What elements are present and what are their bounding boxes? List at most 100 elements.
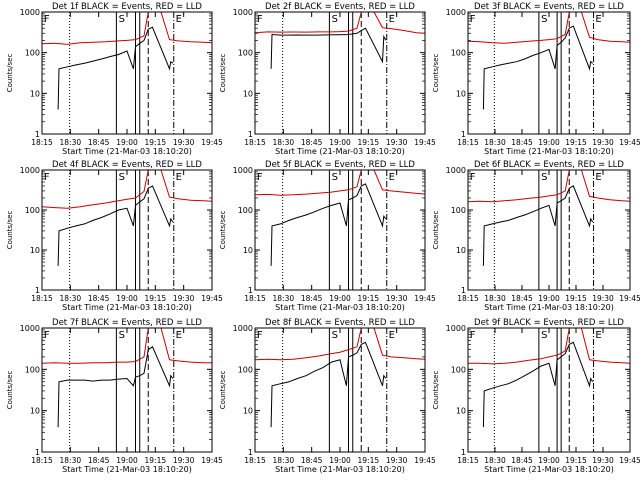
chart-title: Det 9f BLACK = Events, RED = LLD <box>474 318 624 328</box>
x-tick-label: 18:15 <box>244 294 266 303</box>
y-tick-label: 100 <box>25 49 40 58</box>
y-tick-label: 100 <box>451 49 466 58</box>
marker-f: F <box>257 14 263 25</box>
plot-frame <box>467 327 631 453</box>
chart-title: Det 3f BLACK = Events, RED = LLD <box>474 2 624 12</box>
x-tick-label: 19:15 <box>145 138 167 147</box>
x-axis-label: Start Time (21-Mar-03 18:10:20) <box>484 303 614 312</box>
x-tick-label: 19:45 <box>201 294 223 303</box>
x-tick-label: 19:15 <box>145 456 167 465</box>
marker-e: E <box>389 172 395 183</box>
y-tick-label: 1 <box>461 448 466 457</box>
x-tick-label: 18:30 <box>273 456 295 465</box>
marker-f: F <box>44 172 50 183</box>
chart-panel-5: Det 5f BLACK = Events, RED = LLD Counts/s… <box>219 160 436 312</box>
x-tick-label: 18:15 <box>457 294 479 303</box>
y-tick-label: 1 <box>35 130 40 139</box>
events-series-line <box>482 341 594 428</box>
marker-f: F <box>44 330 50 341</box>
y-axis-label: Counts/sec <box>6 371 14 410</box>
x-tick-label: 19:15 <box>358 456 380 465</box>
x-tick-label: 18:15 <box>31 294 53 303</box>
x-tick-label: 19:15 <box>565 294 587 303</box>
y-tick-label: 100 <box>238 206 253 215</box>
y-tick-label: 1000 <box>233 166 253 175</box>
marker-f: F <box>44 14 50 25</box>
marker-s: S <box>332 14 338 25</box>
x-tick-label: 18:30 <box>273 138 295 147</box>
y-tick-label: 1 <box>35 286 40 295</box>
x-tick-label: 18:45 <box>88 456 110 465</box>
marker-e: E <box>176 14 182 25</box>
marker-f: F <box>470 330 476 341</box>
x-axis-label: Start Time (21-Mar-03 18:10:20) <box>275 303 405 312</box>
y-axis-label: Counts/sec <box>6 54 14 93</box>
lld-series-line <box>41 11 213 45</box>
x-tick-label: 18:30 <box>484 294 506 303</box>
marker-e: E <box>176 172 182 183</box>
chart-title: Det 4f BLACK = Events, RED = LLD <box>52 160 202 170</box>
marker-f: F <box>470 172 476 183</box>
marker-s: S <box>541 172 547 183</box>
plot-frame <box>41 327 213 453</box>
y-tick-label: 100 <box>25 206 40 215</box>
x-tick-label: 18:45 <box>511 456 533 465</box>
x-tick-label: 19:45 <box>619 456 640 465</box>
y-tick-label: 1 <box>461 286 466 295</box>
x-tick-label: 19:30 <box>386 138 408 147</box>
x-axis-label: Start Time (21-Mar-03 18:10:20) <box>484 465 614 474</box>
y-axis-label: Counts/sec <box>6 211 14 250</box>
x-tick-label: 18:15 <box>31 456 53 465</box>
x-tick-label: 19:15 <box>565 456 587 465</box>
x-tick-label: 18:45 <box>511 138 533 147</box>
y-tick-label: 10 <box>243 89 253 98</box>
x-tick-label: 19:30 <box>173 456 195 465</box>
events-series-line <box>482 185 594 266</box>
lld-series-line <box>467 11 631 44</box>
marker-f: F <box>257 172 263 183</box>
x-tick-label: 18:30 <box>60 456 82 465</box>
x-tick-label: 19:15 <box>358 294 380 303</box>
y-tick-label: 10 <box>456 89 466 98</box>
plot-frame <box>467 11 631 135</box>
marker-e: E <box>595 14 601 25</box>
x-tick-label: 18:30 <box>60 294 82 303</box>
x-tick-label: 18:15 <box>244 456 266 465</box>
y-tick-label: 10 <box>243 246 253 255</box>
x-tick-label: 19:00 <box>116 294 138 303</box>
x-tick-label: 19:45 <box>619 294 640 303</box>
x-tick-label: 19:00 <box>329 456 351 465</box>
plot-frame <box>41 169 213 291</box>
x-tick-label: 18:45 <box>511 294 533 303</box>
y-tick-label: 1000 <box>233 324 253 333</box>
plot-frame <box>467 169 631 291</box>
y-tick-label: 100 <box>238 365 253 374</box>
chart-panel-4: Det 4f BLACK = Events, RED = LLD Counts/s… <box>6 160 223 312</box>
y-tick-label: 1000 <box>233 8 253 17</box>
x-tick-label: 19:45 <box>414 456 436 465</box>
plot-frame <box>254 327 426 453</box>
lld-series-line <box>41 169 213 209</box>
x-tick-label: 18:30 <box>60 138 82 147</box>
x-tick-label: 19:00 <box>329 138 351 147</box>
x-tick-label: 18:15 <box>31 138 53 147</box>
y-tick-label: 10 <box>30 89 40 98</box>
plot-frame <box>41 11 213 135</box>
chart-title: Det 8f BLACK = Events, RED = LLD <box>265 318 415 328</box>
x-tick-label: 19:30 <box>173 138 195 147</box>
x-tick-label: 19:30 <box>386 456 408 465</box>
marker-s: S <box>119 14 125 25</box>
y-tick-label: 1000 <box>20 8 40 17</box>
x-tick-label: 19:30 <box>592 456 614 465</box>
chart-title: Det 5f BLACK = Events, RED = LLD <box>265 160 415 170</box>
y-tick-label: 1 <box>248 448 253 457</box>
x-tick-label: 19:15 <box>145 294 167 303</box>
x-tick-label: 18:45 <box>88 294 110 303</box>
plot-frame <box>254 11 426 135</box>
x-axis-label: Start Time (21-Mar-03 18:10:20) <box>62 465 192 474</box>
y-tick-label: 1000 <box>20 324 40 333</box>
events-series-line <box>57 185 174 266</box>
y-tick-label: 1000 <box>20 166 40 175</box>
y-axis-label: Counts/sec <box>432 54 440 93</box>
x-tick-label: 19:00 <box>538 294 560 303</box>
